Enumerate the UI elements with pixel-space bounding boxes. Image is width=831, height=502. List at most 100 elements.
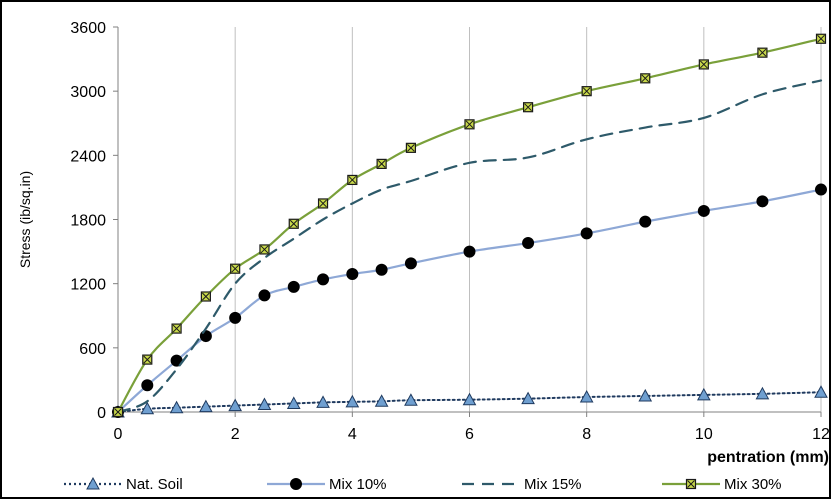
- legend-item: Nat. Soil: [64, 476, 183, 493]
- y-tick-label: 3600: [70, 20, 106, 37]
- data-point-square: [757, 47, 768, 58]
- data-point-triangle: [462, 392, 477, 406]
- data-point-triangle: [814, 385, 828, 398]
- data-point-circle: [580, 227, 593, 240]
- data-point-circle: [756, 195, 769, 208]
- y-tick-label: 0: [97, 405, 106, 422]
- data-point-square-cross: [202, 292, 210, 301]
- legend-item: Mix 30%: [662, 476, 782, 493]
- data-point-triangle: [404, 393, 418, 406]
- data-point-square: [685, 478, 697, 490]
- data-point-square: [171, 323, 182, 334]
- data-point-circle: [463, 245, 476, 258]
- data-point-square-cross: [348, 176, 357, 184]
- axis-labels: 0 600 1200 1800 2400 3000 3600 0 2 4 6 8 10 12 Stress …: [17, 20, 830, 466]
- y-tick-label: 3000: [70, 84, 106, 101]
- legend-item: Mix 15%: [462, 476, 582, 493]
- y-tick-label: 1200: [70, 277, 106, 294]
- data-point-circle: [375, 263, 388, 276]
- data-point-square: [288, 218, 299, 229]
- data-point-square: [142, 354, 153, 365]
- data-point-square-cross: [289, 219, 298, 228]
- data-point-square-cross: [172, 324, 181, 333]
- data-point-circle: [199, 330, 212, 343]
- series-mix-30: [112, 33, 827, 418]
- data-point-triangle: [374, 394, 389, 407]
- data-point-square: [405, 142, 417, 153]
- data-point-triangle: [755, 386, 770, 400]
- data-point-circle: [697, 204, 710, 217]
- y-tick-label: 2400: [70, 148, 106, 165]
- legend-label: Mix 15%: [524, 476, 582, 493]
- data-point-square: [259, 244, 270, 255]
- series-layer: [111, 33, 828, 418]
- data-point-triangle: [286, 396, 301, 409]
- x-tick-label: 2: [231, 426, 240, 443]
- data-point-square: [522, 102, 534, 113]
- data-point-square: [464, 119, 475, 130]
- data-point-square-cross: [524, 103, 532, 112]
- data-point-circle: [229, 311, 242, 324]
- data-point-circle: [522, 237, 535, 250]
- data-point-square: [200, 291, 211, 302]
- data-point-triangle: [696, 387, 711, 401]
- data-point-circle: [258, 289, 271, 302]
- data-point-circle: [815, 183, 827, 196]
- x-tick-label: 12: [812, 426, 829, 443]
- data-point-square: [815, 33, 827, 44]
- data-point-square: [698, 59, 709, 70]
- data-point-square-cross: [377, 160, 386, 168]
- data-point-square: [317, 198, 329, 209]
- data-point-triangle: [257, 397, 272, 411]
- data-point-square-cross: [758, 48, 767, 57]
- data-point-square-cross: [582, 87, 591, 96]
- data-point-triangle: [579, 389, 594, 403]
- data-point-square-cross: [260, 245, 269, 254]
- data-point-square-cross: [641, 74, 650, 83]
- y-tick-label: 1800: [70, 213, 106, 230]
- data-point-circle: [639, 215, 652, 228]
- legend-label: Nat. Soil: [126, 476, 183, 493]
- data-point-circle: [346, 268, 359, 281]
- axes: [113, 26, 822, 417]
- data-point-circle: [290, 478, 302, 490]
- x-tick-label: 0: [114, 426, 123, 443]
- data-point-square: [230, 263, 241, 274]
- legend: Nat. Soil Mix 10% Mix 15% Mix 30%: [64, 476, 782, 493]
- data-point-triangle: [169, 400, 184, 414]
- data-point-triangle: [199, 399, 213, 413]
- data-point-square-cross: [699, 60, 708, 69]
- data-point-triangle: [638, 388, 653, 402]
- data-point-circle: [404, 257, 417, 270]
- data-point-circle: [141, 379, 154, 392]
- data-point-triangle: [345, 394, 360, 408]
- data-point-square: [640, 73, 651, 84]
- data-point-triangle: [86, 476, 100, 490]
- data-point-circle: [317, 273, 330, 286]
- series-mix-15: [116, 79, 823, 414]
- y-tick-label: 600: [79, 341, 106, 358]
- data-point-square-cross: [687, 480, 695, 488]
- data-point-square-cross: [407, 143, 415, 152]
- series-line: [116, 79, 823, 414]
- x-axis-title: pentration (mm): [707, 449, 829, 466]
- x-tick-label: 10: [695, 426, 713, 443]
- data-point-square: [376, 158, 387, 169]
- x-tick-label: 8: [582, 426, 591, 443]
- data-point-square: [347, 174, 358, 186]
- data-point-triangle: [316, 395, 330, 408]
- data-point-square-cross: [465, 120, 474, 129]
- data-point-square-cross: [143, 355, 152, 364]
- data-point-circle: [287, 280, 300, 293]
- x-tick-label: 6: [465, 426, 474, 443]
- data-point-square-cross: [319, 199, 327, 208]
- data-point-triangle: [140, 401, 155, 415]
- data-point-square: [581, 86, 592, 97]
- legend-label: Mix 10%: [329, 476, 387, 493]
- data-point-triangle: [521, 391, 535, 405]
- data-point-triangle: [228, 398, 243, 412]
- data-point-square: [112, 406, 124, 418]
- y-axis-title: Stress (ib/sq.in): [17, 171, 33, 268]
